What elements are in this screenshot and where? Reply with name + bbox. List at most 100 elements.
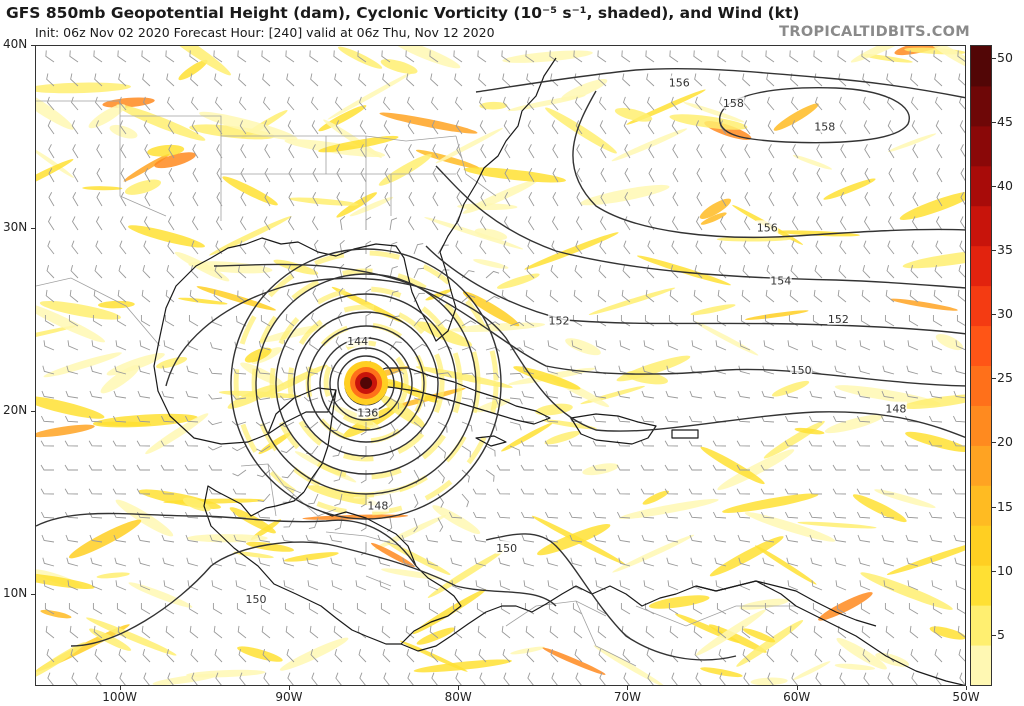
wind-barb (645, 50, 655, 63)
wind-barb (814, 265, 823, 279)
wind-barb (430, 73, 439, 87)
wind-barb (904, 464, 918, 471)
wind-barb (41, 534, 55, 543)
wind-barb (282, 557, 295, 567)
wind-barb (832, 488, 847, 495)
wind-barb (814, 649, 823, 663)
wind-barb (953, 534, 965, 543)
vorticity-patch (745, 310, 809, 320)
wind-barb (839, 672, 847, 685)
vorticity-patch (432, 505, 481, 535)
wind-barb (717, 50, 727, 63)
wind-barb (959, 216, 965, 231)
latitude-tick (31, 45, 35, 46)
wind-barb (69, 50, 79, 63)
wind-barb (188, 315, 199, 327)
vorticity-patch (323, 119, 382, 158)
wind-barb (928, 488, 943, 495)
wind-barb (406, 649, 415, 663)
wind-barb (832, 511, 847, 519)
wind-barb (693, 50, 703, 63)
vorticity-patch (284, 552, 339, 562)
wind-barb (808, 464, 822, 471)
wind-barb (167, 216, 175, 231)
wind-barb (547, 340, 559, 351)
wind-barb (952, 511, 965, 519)
wind-barb (401, 534, 415, 543)
wind-barb (263, 120, 271, 135)
wind-barb (910, 265, 919, 279)
wind-barb (672, 192, 679, 207)
wind-barb (743, 240, 751, 255)
wind-barb (911, 96, 919, 111)
wind-barb (309, 338, 319, 351)
wind-barb (766, 649, 775, 663)
wind-barb (485, 421, 498, 431)
wind-barb (598, 73, 607, 87)
wind-barb (503, 672, 511, 685)
wind-barb (520, 488, 535, 495)
vorticity-patch (106, 352, 165, 376)
wind-barb (885, 289, 895, 303)
wind-barb (738, 557, 751, 567)
wind-barb (359, 672, 367, 685)
wind-barb (496, 464, 510, 471)
vorticity-patch (178, 297, 228, 305)
vorticity-patch (717, 449, 795, 491)
wind-barb (359, 120, 367, 135)
wind-barb (929, 534, 943, 543)
wind-barb (118, 649, 127, 663)
wind-barb (935, 120, 943, 135)
wind-barb (887, 96, 895, 111)
wind-barb (48, 192, 55, 207)
wind-barb (570, 557, 583, 567)
wind-barb (737, 390, 751, 399)
wind-barb (887, 216, 895, 231)
wind-barb (784, 440, 799, 447)
wind-barb (692, 315, 703, 327)
vorticity-patch (899, 191, 965, 221)
wind-barb (616, 488, 631, 495)
wind-barb (44, 315, 55, 327)
wind-barb (311, 312, 319, 327)
wind-barb (334, 73, 343, 87)
wind-barb (357, 625, 367, 639)
mexico-border (36, 277, 161, 347)
vorticity-patch (327, 71, 414, 120)
colorbar-tick (992, 121, 996, 123)
wind-barb (71, 216, 79, 231)
vorticity-patch (744, 512, 836, 542)
vorticity-swirl (287, 304, 445, 462)
colorbar-tick (992, 442, 996, 444)
wind-barb (762, 557, 775, 567)
wind-barb (645, 289, 655, 303)
wind-barb (66, 365, 79, 375)
wind-barb (953, 390, 965, 399)
wind-barb (696, 168, 703, 183)
wind-barb (688, 511, 703, 519)
wind-barb (65, 390, 79, 399)
wind-barb (786, 557, 799, 567)
wind-barb (960, 144, 965, 159)
wind-barb (688, 440, 703, 447)
wind-barb (40, 464, 54, 471)
wind-barb (45, 289, 55, 303)
wind-barb (955, 340, 965, 351)
wind-barb (163, 340, 175, 351)
wind-barb (501, 625, 511, 639)
wind-barb (572, 603, 583, 615)
contour-label-bg (668, 75, 691, 89)
wind-barb (334, 517, 343, 531)
wind-barb (166, 73, 175, 87)
wind-barb (286, 73, 295, 87)
wind-barb (191, 120, 199, 135)
colorbar-tick (992, 506, 996, 508)
wind-barb (187, 580, 199, 591)
wind-barb (767, 96, 775, 111)
wind-barb (838, 649, 847, 663)
vorticity-patch (196, 286, 276, 311)
wind-barb (574, 73, 583, 87)
wind-barb (768, 168, 775, 183)
wind-barb (90, 365, 103, 375)
vorticity-patch (593, 645, 665, 685)
